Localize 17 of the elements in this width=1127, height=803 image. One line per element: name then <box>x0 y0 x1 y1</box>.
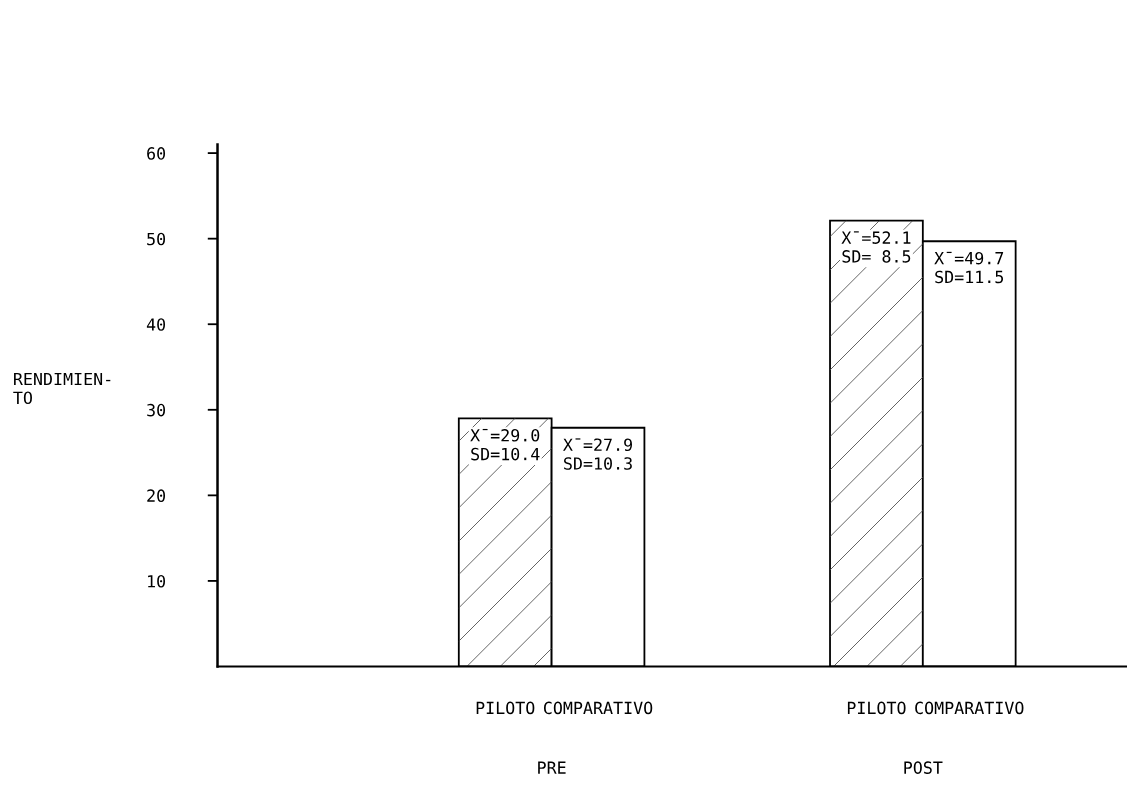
x-tick-label: POST <box>904 761 943 774</box>
y-tick-label: 60 <box>147 147 166 160</box>
data-label: X̄=52.1 SD= 8.5 <box>841 231 911 263</box>
data-label: X̄=27.9 SD=10.3 <box>563 438 632 470</box>
text: COMPARATIVO <box>543 701 653 715</box>
text: PILOTO <box>476 701 535 715</box>
y-axis-title: RENDIMIEN- TO <box>13 372 111 405</box>
data-label: X̄=29.0 SD=10.4 <box>470 428 540 461</box>
y-tick-label: 50 <box>147 232 166 246</box>
y-tick-label: 20 <box>147 489 166 502</box>
y-tick-label: 30 <box>147 403 166 417</box>
y-tick-label: 40 <box>146 318 166 331</box>
x-tick-label: PRE <box>538 761 566 774</box>
text: COMPARATIVO <box>915 701 1024 715</box>
data-label: X̄=49.7 SD=11.5 <box>934 251 1004 284</box>
y-tick-label: 10 <box>148 574 166 588</box>
text: PILOTO <box>847 701 906 715</box>
